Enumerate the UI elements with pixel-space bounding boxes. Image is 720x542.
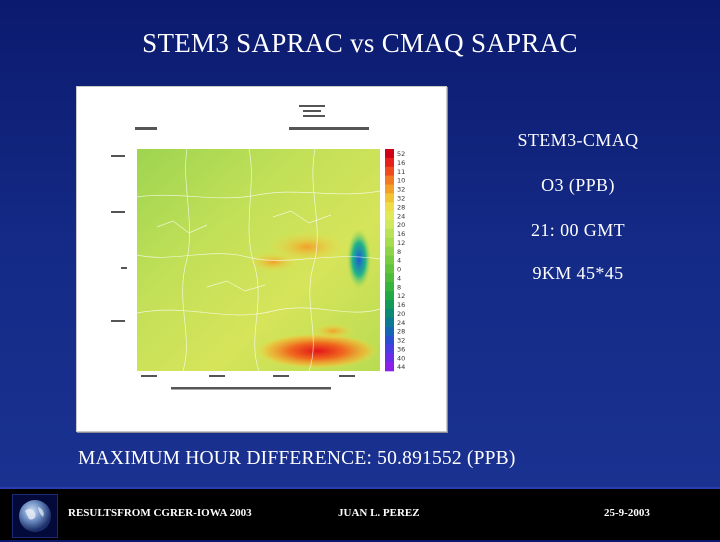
colorbar-swatch: [385, 326, 394, 336]
colorbar-label: 44: [397, 363, 405, 371]
colorbar-label: 52: [397, 150, 405, 158]
colorbar-label: 40: [397, 354, 405, 362]
colorbar-swatch: [385, 299, 394, 310]
colorbar-swatch: [385, 193, 394, 203]
colorbar-label: 32: [397, 337, 405, 345]
colorbar-label: 16: [397, 301, 405, 309]
map-plot: 5216111032322824201612840481216202428323…: [111, 105, 405, 390]
colorbar-label: 28: [397, 328, 405, 336]
colorbar-swatch: [385, 228, 394, 239]
warm-area-3: [311, 323, 355, 339]
colorbar-label: 32: [397, 186, 405, 194]
colorbar-label: 36: [397, 345, 405, 353]
colorbar-swatch: [385, 273, 394, 283]
colorbar-label: 16: [397, 230, 405, 238]
info-line-time: 21: 00 GMT: [531, 220, 625, 240]
colorbar-swatch: [385, 344, 394, 354]
colorbar-swatch: [385, 220, 394, 230]
colorbar-swatch: [385, 291, 394, 301]
colorbar-swatch: [385, 335, 394, 345]
colorbar-label: 4: [397, 257, 401, 265]
colorbar-swatch: [385, 308, 394, 319]
footer-source: RESULTSFROM CGRER-IOWA 2003: [68, 507, 252, 519]
colorbar-swatch: [385, 211, 394, 221]
colorbar-label: 8: [397, 248, 401, 256]
colorbar-swatch: [385, 317, 394, 327]
colorbar-swatch: [385, 353, 394, 363]
warm-area-2: [247, 252, 299, 272]
colorbar-swatch: [385, 157, 394, 168]
colorbar-swatch: [385, 166, 394, 176]
colorbar-label: 32: [397, 195, 405, 203]
max-difference-text: MAXIMUM HOUR DIFFERENCE: 50.891552 (PPB): [78, 448, 516, 469]
globe-icon: [12, 494, 58, 538]
colorbar-label: 8: [397, 283, 401, 291]
colorbar-swatch: [385, 255, 394, 265]
colorbar-label: 24: [397, 212, 405, 220]
colorbar-label: 4: [397, 274, 401, 282]
plot-header-marks: [135, 105, 369, 130]
high-difference-area: [255, 333, 379, 369]
colorbar-label: 12: [397, 292, 405, 300]
map-boundaries: [136, 148, 381, 372]
footer-divider: [0, 487, 720, 489]
ozone-difference-map: 52 16 11 10 32 32 28 24 20 16 12 8 4 0 4 8 12 16 20 24 28 32 3…: [76, 86, 447, 432]
colorbar-label: 11: [397, 168, 405, 176]
colorbar-label: 12: [397, 239, 405, 247]
colorbar-swatch: [385, 282, 394, 292]
axis-tick-labels: [111, 155, 355, 390]
footer-bar: RESULTSFROM CGRER-IOWA 2003 JUAN L. PERE…: [0, 487, 720, 540]
colorbar-label: 28: [397, 203, 405, 211]
colorbar-label: 24: [397, 319, 405, 327]
colorbar-label: 20: [397, 310, 405, 318]
colorbar-swatch: [385, 264, 394, 274]
footer-author: JUAN L. PEREZ: [338, 507, 420, 519]
colorbar-swatch: [385, 149, 394, 159]
colorbar-label: 20: [397, 221, 405, 229]
info-line-model: STEM3-CMAQ: [517, 130, 639, 150]
colorbar-label: 16: [397, 159, 405, 167]
footer-date: 25-9-2003: [604, 507, 650, 519]
colorbar-swatch: [385, 362, 394, 372]
colorbar-label: 0: [397, 266, 401, 274]
info-line-species: O3 (PPB): [541, 175, 615, 195]
colorbar-swatch: [385, 184, 394, 194]
colorbar-swatch: [385, 202, 394, 212]
low-difference-area: [347, 229, 371, 289]
colorbar-swatch: [385, 175, 394, 185]
colorbar-swatch: [385, 246, 394, 256]
colorbar-swatch: [385, 237, 394, 247]
colorbar: 5216111032322824201612840481216202428323…: [385, 149, 405, 372]
colorbar-label: 10: [397, 177, 405, 185]
info-line-grid: 9KM 45*45: [532, 263, 624, 283]
slide-title: STEM3 SAPRAC vs CMAQ SAPRAC: [142, 28, 578, 58]
